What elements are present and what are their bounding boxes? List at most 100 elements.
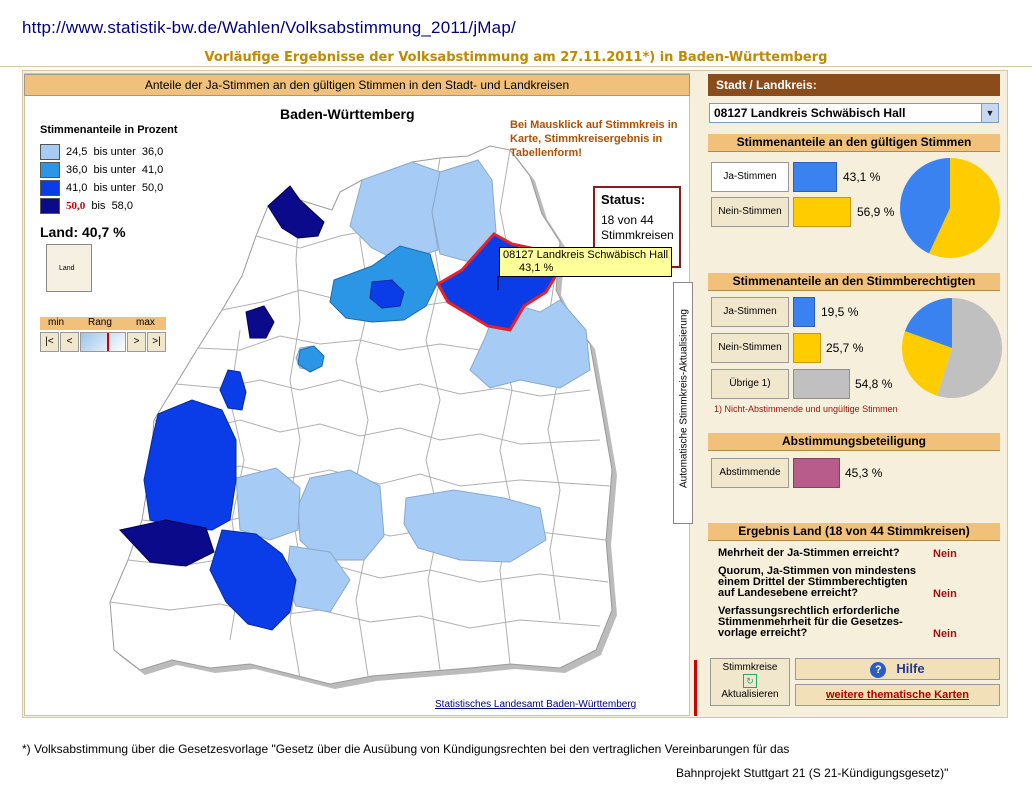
nein-bar-berechtigte [793, 333, 821, 363]
rang-controls: |< < > >| [40, 332, 166, 352]
chevron-down-icon[interactable]: ▼ [981, 104, 998, 122]
beteiligung-bar [793, 458, 840, 488]
legend-row: 41,0 bis unter 50,0 [40, 180, 164, 197]
legend-sep: bis unter [93, 146, 136, 158]
rang-slider-marker[interactable] [107, 333, 109, 351]
legend-row: 50,0 bis 58,0 [40, 198, 133, 215]
legend-sep: bis unter [93, 164, 136, 176]
nein-stimmen-button[interactable]: Nein-Stimmen [711, 197, 789, 227]
pie-slice-nein [928, 158, 1000, 258]
click-hint: Bei Mausklick auf Stimmkreis in Karte, S… [510, 119, 678, 159]
legend-from: 50,0 [66, 200, 86, 212]
footnote-line-2: Bahnprojekt Stuttgart 21 (S 21-Kündigung… [676, 766, 949, 780]
legend-swatch [40, 162, 60, 179]
legend-to: 58,0 [111, 200, 133, 212]
status-title: Status: [601, 192, 646, 207]
land-icon-label: Land [59, 265, 75, 272]
abstimmende-button[interactable]: Abstimmende [711, 458, 789, 488]
rang-next-button[interactable]: > [127, 332, 146, 352]
legend-from: 36,0 [66, 164, 88, 176]
map-tooltip: 08127 Landkreis Schwäbisch Hall 43,1 % [499, 247, 673, 277]
map-header: Anteile der Ja-Stimmen an den gültigen S… [24, 74, 690, 96]
pie-slice-ja [900, 158, 950, 254]
section-ergebnis-title: Ergebnis Land (18 von 44 Stimmkreisen) [708, 523, 1000, 540]
question-mehrheit: Mehrheit der Ja-Stimmen erreicht? [718, 547, 900, 559]
answer-mehrheit: Nein [933, 548, 957, 560]
rang-label: Rang [88, 317, 112, 328]
footnote-line-1: *) Volksabstimmung über die Gesetzesvorl… [22, 742, 790, 756]
section-beteiligung-title: Abstimmungsbeteiligung [708, 433, 1000, 450]
question-verfassung-l3: vorlage erreicht? [718, 627, 808, 639]
land-map-icon[interactable]: Land [46, 244, 92, 292]
auto-update-label: Automatische Stimmkreis-Aktualisierung [678, 309, 690, 488]
rang-last-button[interactable]: >| [147, 332, 166, 352]
districts-light[interactable] [235, 159, 591, 613]
divider [0, 66, 1032, 67]
legend-sep: bis [91, 200, 106, 212]
nein-bar [793, 197, 851, 227]
ja-bar-berechtigte [793, 297, 815, 327]
section-gueltige-title: Stimmenanteile an den gültigen Stimmen [708, 134, 1000, 151]
red-accent-bar [694, 660, 697, 716]
ja-stimmen-button[interactable]: Ja-Stimmen [711, 162, 789, 192]
help-button[interactable]: ? Hilfe [795, 658, 1000, 680]
refresh-label-2: Aktualisieren [721, 689, 779, 700]
status-value: 18 von 44 Stimmkreisen [601, 213, 674, 243]
ja-percent: 43,1 % [843, 170, 881, 184]
nein-percent-berechtigte: 25,7 % [826, 341, 864, 355]
help-label: Hilfe [896, 661, 925, 676]
districts-darkest[interactable] [119, 185, 325, 567]
status-line: 18 von 44 [601, 213, 654, 227]
nein-stimmen-berechtigte-button[interactable]: Nein-Stimmen [711, 333, 789, 363]
legend-title: Stimmenanteile in Prozent [40, 124, 178, 136]
legend-swatch [40, 144, 60, 161]
rang-min-label: min [48, 317, 65, 328]
map-svg [51, 145, 617, 689]
question-quorum-l1: Quorum, Ja-Stimmen von mindestens [718, 565, 917, 577]
source-link[interactable]: Statistisches Landesamt Baden-Württember… [435, 699, 637, 710]
legend-sep: bis unter [93, 182, 136, 194]
ja-stimmen-berechtigte-button[interactable]: Ja-Stimmen [711, 297, 789, 327]
legend-to: 36,0 [141, 146, 164, 158]
refresh-stimmkreise-button[interactable]: Stimmkreise ↻ Aktualisieren [710, 658, 790, 706]
answer-quorum: Nein [933, 588, 957, 600]
ja-percent-berechtigte: 19,5 % [821, 305, 859, 319]
pie-slice-nein [902, 331, 952, 396]
page-url: http://www.statistik-bw.de/Wahlen/Volksa… [22, 18, 516, 37]
legend-from: 41,0 [66, 182, 88, 194]
pie-berechtigte [902, 298, 1002, 398]
rang-labels: min Rang max [40, 317, 166, 330]
district-stuttgart-region[interactable] [369, 279, 405, 309]
districts-strong[interactable] [143, 369, 297, 631]
legend-to: 50,0 [141, 182, 164, 194]
uebrige-button[interactable]: Übrige 1) [711, 369, 789, 399]
legend-row: 36,0 bis unter 41,0 [40, 162, 163, 179]
uebrige-percent: 54,8 % [855, 377, 893, 391]
tooltip-name: 08127 Landkreis Schwäbisch Hall [503, 249, 669, 261]
legend-swatch [40, 180, 60, 197]
answer-verfassung: Nein [933, 628, 957, 640]
rang-prev-button[interactable]: < [60, 332, 79, 352]
question-quorum-l2: einem Drittel der Stimmberechtigten [718, 576, 908, 588]
question-verfassung-l2: Stimmenmehrheit für die Gesetzes- [718, 616, 903, 628]
kreis-select[interactable]: 08127 Landkreis Schwäbisch Hall ▼ [709, 103, 999, 123]
auto-update-toggle[interactable]: Automatische Stimmkreis-Aktualisierung [673, 282, 693, 524]
beteiligung-percent: 45,3 % [845, 466, 883, 480]
pie-gueltige [900, 158, 1000, 258]
tooltip-value: 43,1 % [519, 262, 554, 274]
status-line: Stimmkreisen [601, 228, 674, 242]
refresh-icon: ↻ [743, 674, 757, 688]
uebrige-bar [793, 369, 850, 399]
page-subtitle: Vorläufige Ergebnisse der Volksabstimmun… [204, 50, 828, 65]
rang-max-label: max [136, 317, 155, 328]
rang-slider[interactable] [80, 332, 126, 352]
question-verfassung-l1: Verfassungsrechtlich erforderliche [718, 605, 900, 617]
rang-first-button[interactable]: |< [40, 332, 59, 352]
map-title: Baden-Württemberg [280, 106, 415, 122]
legend-swatch [40, 198, 60, 215]
more-maps-link[interactable]: weitere thematische Karten [795, 684, 1000, 706]
help-icon: ? [870, 661, 887, 678]
uebrige-footnote: 1) Nicht-Abstimmende und ungültige Stimm… [714, 404, 898, 414]
land-result: Land: 40,7 % [40, 224, 126, 240]
kreis-select-value: 08127 Landkreis Schwäbisch Hall [714, 106, 906, 120]
